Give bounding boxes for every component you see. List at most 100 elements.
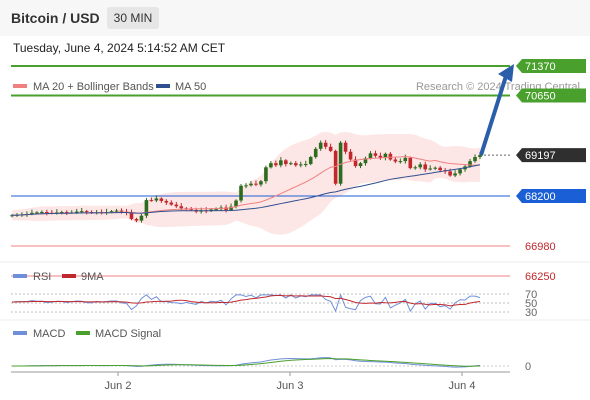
candle-body [139, 215, 144, 221]
candle-body [353, 159, 358, 167]
level-label-69197: 69197 [525, 150, 556, 162]
instrument-title: Bitcoin / USD [11, 10, 100, 26]
candle-body [274, 163, 278, 166]
candle-body [244, 185, 248, 187]
ma20-legend-label: MA 20 + Bollinger Bands [33, 81, 154, 93]
rsi-ma-line [11, 295, 481, 307]
ma50-legend-label: MA 50 [175, 81, 206, 93]
macd-zero-label: 0 [525, 361, 531, 373]
level-tag-69197 [516, 148, 586, 163]
candle-body [378, 155, 383, 158]
candle-body [84, 211, 89, 213]
level-tag-71370 [516, 58, 586, 73]
candle-body [269, 163, 273, 168]
candle-body [323, 142, 328, 147]
candle-body [373, 153, 378, 156]
candle-body [254, 183, 258, 185]
candle-body [388, 153, 393, 160]
candle-body [74, 211, 79, 213]
candle-body [433, 167, 437, 169]
candle-body [30, 212, 34, 215]
candle-body [303, 164, 308, 166]
candle-body [10, 215, 14, 217]
candle-body [229, 206, 233, 210]
ma50-line [11, 164, 481, 216]
candle-body [398, 161, 403, 163]
candle-body [154, 198, 159, 201]
level-label-71370: 71370 [525, 61, 556, 73]
candle-body [55, 212, 59, 214]
macd-signal-line [11, 357, 481, 367]
rsi-level-label: 70 [525, 289, 537, 301]
candle-body [149, 200, 154, 202]
candle-body [249, 183, 253, 186]
macd-legend-label: MACD [33, 328, 65, 340]
candle-body [448, 171, 452, 176]
candle-body [418, 164, 423, 168]
candle-body [453, 173, 457, 176]
candle-body [169, 202, 174, 205]
level-label-66980: 66980 [525, 241, 556, 253]
candle-body [363, 158, 368, 164]
candle-body [293, 163, 298, 166]
rsi-level-label: 30 [525, 307, 537, 319]
candle-body [179, 206, 184, 209]
candle-body [408, 157, 413, 169]
candle-body [458, 169, 462, 174]
timeframe-badge[interactable]: 30 MIN [107, 7, 159, 29]
rsi-ma-legend-label: 9MA [81, 271, 104, 283]
candle-body [478, 155, 482, 158]
candle-body [468, 161, 472, 167]
candle-body [383, 153, 388, 158]
candle-body [159, 198, 164, 201]
candle-body [174, 204, 179, 207]
candle-body [428, 168, 433, 170]
candle-body [368, 153, 373, 159]
candle-body [318, 142, 323, 149]
ma20-legend-swatch [13, 84, 27, 88]
candle-body [333, 150, 338, 184]
candle-body [209, 209, 213, 211]
candle-body [438, 167, 442, 171]
candle-body [338, 142, 343, 184]
candle-body [358, 163, 363, 167]
x-axis-label: Jun 4 [449, 380, 476, 392]
candle-body [393, 159, 398, 162]
candle-body [348, 151, 353, 160]
candle-body [289, 163, 293, 165]
rsi-legend-swatch [13, 274, 27, 278]
candle-body [79, 211, 84, 213]
candle-body [403, 157, 408, 162]
candle-body [119, 210, 124, 212]
level-tag-68200 [516, 189, 586, 203]
candle-body [59, 211, 64, 213]
bollinger-band [12, 131, 480, 235]
candle-body [114, 210, 119, 212]
x-axis-label: Jun 3 [277, 380, 304, 392]
candle-body [234, 200, 238, 207]
candle-body [308, 157, 313, 165]
candle-body [109, 211, 114, 213]
candle-body [284, 160, 288, 165]
chart-datetime: Tuesday, June 4, 2024 5:14:52 AM CET [13, 41, 226, 55]
candle-body [214, 209, 218, 211]
candle-body [298, 164, 303, 166]
macd-signal-legend-label: MACD Signal [95, 328, 161, 340]
candle-body [423, 164, 428, 170]
level-label-66250: 66250 [525, 271, 556, 283]
x-axis-label: Jun 2 [105, 380, 132, 392]
level-tag-70650 [516, 88, 586, 103]
candle-body [279, 160, 283, 166]
candle-body [164, 200, 169, 203]
macd-signal-legend-swatch [76, 331, 90, 335]
rsi-ma-legend-swatch [62, 274, 76, 278]
level-label-68200: 68200 [525, 191, 556, 203]
candle-body [259, 181, 263, 185]
candle-body [239, 185, 243, 201]
candle-body [264, 167, 268, 182]
candle-body [134, 218, 139, 221]
target-arrow-head [498, 63, 514, 82]
candle-body [64, 211, 69, 213]
target-arrow-shaft [479, 75, 508, 156]
